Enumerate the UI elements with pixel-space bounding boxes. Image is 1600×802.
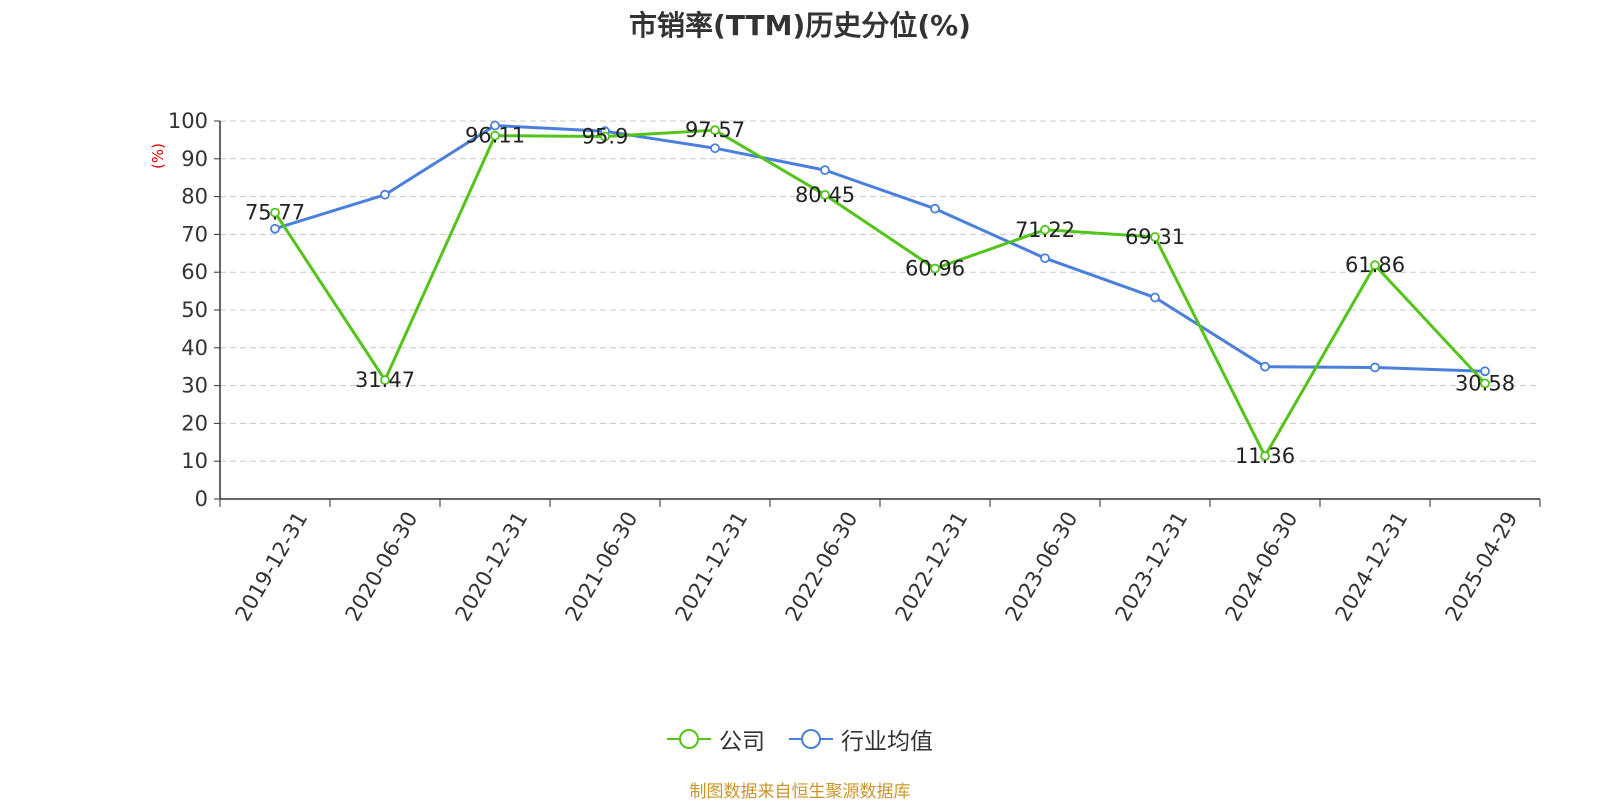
data-point-industry — [710, 143, 720, 154]
data-point-company — [710, 125, 720, 136]
data-label-company: 95.9 — [582, 124, 629, 148]
y-tick-label: 50 — [181, 298, 208, 322]
y-tick-label: 10 — [181, 449, 208, 473]
x-tick-label: 2022-06-30 — [781, 508, 863, 626]
data-point-industry — [930, 203, 940, 214]
legend: 公司 行业均值 — [0, 722, 1600, 756]
legend-item-industry[interactable]: 行业均值 — [789, 722, 933, 756]
data-label-company: 60.96 — [905, 257, 965, 281]
data-label-company: 11.36 — [1235, 444, 1295, 468]
data-point-industry — [820, 165, 830, 176]
data-point-industry — [1370, 362, 1380, 373]
source-note: 制图数据来自恒生聚源数据库 — [689, 782, 911, 802]
data-label-company: 97.57 — [685, 118, 745, 142]
data-point-industry — [490, 120, 500, 131]
x-tick-label: 2025-04-29 — [1441, 508, 1523, 626]
series-line-industry — [274, 124, 1486, 373]
data-point-industry — [270, 223, 280, 234]
legend-item-company[interactable]: 公司 — [667, 722, 765, 756]
data-point-industry — [1150, 292, 1160, 303]
data-point-company — [820, 189, 830, 200]
x-tick-label: 2021-06-30 — [561, 508, 643, 626]
legend-industry-line-icon — [789, 729, 833, 749]
y-tick-label: 20 — [181, 411, 208, 435]
legend-company-label: 公司 — [719, 729, 765, 755]
y-tick-label: 100 — [168, 109, 208, 133]
y-tick-label: 80 — [181, 185, 208, 209]
data-point-company — [1040, 224, 1050, 235]
data-point-industry — [380, 189, 390, 200]
y-tick-label: 30 — [181, 374, 208, 398]
data-point-industry — [1480, 366, 1490, 377]
x-tick-label: 2024-12-31 — [1331, 508, 1413, 626]
x-tick-label: 2023-06-30 — [1001, 508, 1083, 626]
legend-company-line-icon — [667, 729, 711, 749]
chart-title: 市销率(TTM)历史分位(%) — [629, 9, 971, 42]
data-label-company: 31.47 — [355, 368, 415, 392]
data-label-company: 30.58 — [1455, 371, 1515, 395]
data-point-company — [1150, 232, 1160, 242]
x-tick-label: 2023-12-31 — [1111, 508, 1193, 626]
data-point-company — [1260, 451, 1270, 461]
x-tick-label: 2020-06-30 — [341, 508, 423, 626]
data-point-industry — [1260, 361, 1270, 372]
legend-industry-label: 行业均值 — [841, 729, 933, 755]
data-point-company — [380, 375, 390, 385]
data-label-company: 75.77 — [245, 201, 305, 225]
y-tick-label: 40 — [181, 336, 208, 360]
y-tick-label: 0 — [195, 487, 208, 511]
x-tick-label: 2021-12-31 — [671, 508, 753, 626]
x-tick-label: 2024-06-30 — [1221, 508, 1303, 626]
y-tick-label: 70 — [181, 222, 208, 246]
x-tick-label: 2020-12-31 — [451, 508, 533, 626]
data-point-company — [270, 207, 280, 218]
y-tick-label: 90 — [181, 147, 208, 171]
data-label-company: 69.31 — [1125, 225, 1185, 249]
data-point-company — [930, 263, 940, 274]
x-tick-label: 2019-12-31 — [231, 508, 313, 626]
data-label-company: 61.86 — [1345, 253, 1405, 277]
x-tick-label: 2022-12-31 — [891, 508, 973, 626]
data-point-company — [490, 130, 500, 141]
data-label-company: 80.45 — [795, 183, 855, 207]
y-tick-label: 60 — [181, 260, 208, 284]
series-line-company — [273, 128, 1487, 458]
data-point-company — [600, 131, 610, 142]
data-point-company — [1370, 260, 1380, 271]
y-axis-label: (%) — [149, 143, 167, 169]
data-point-company — [1480, 378, 1490, 389]
data-point-industry — [1040, 253, 1050, 264]
data-label-company: 71.22 — [1015, 218, 1075, 242]
data-label-company: 96.11 — [465, 124, 525, 148]
